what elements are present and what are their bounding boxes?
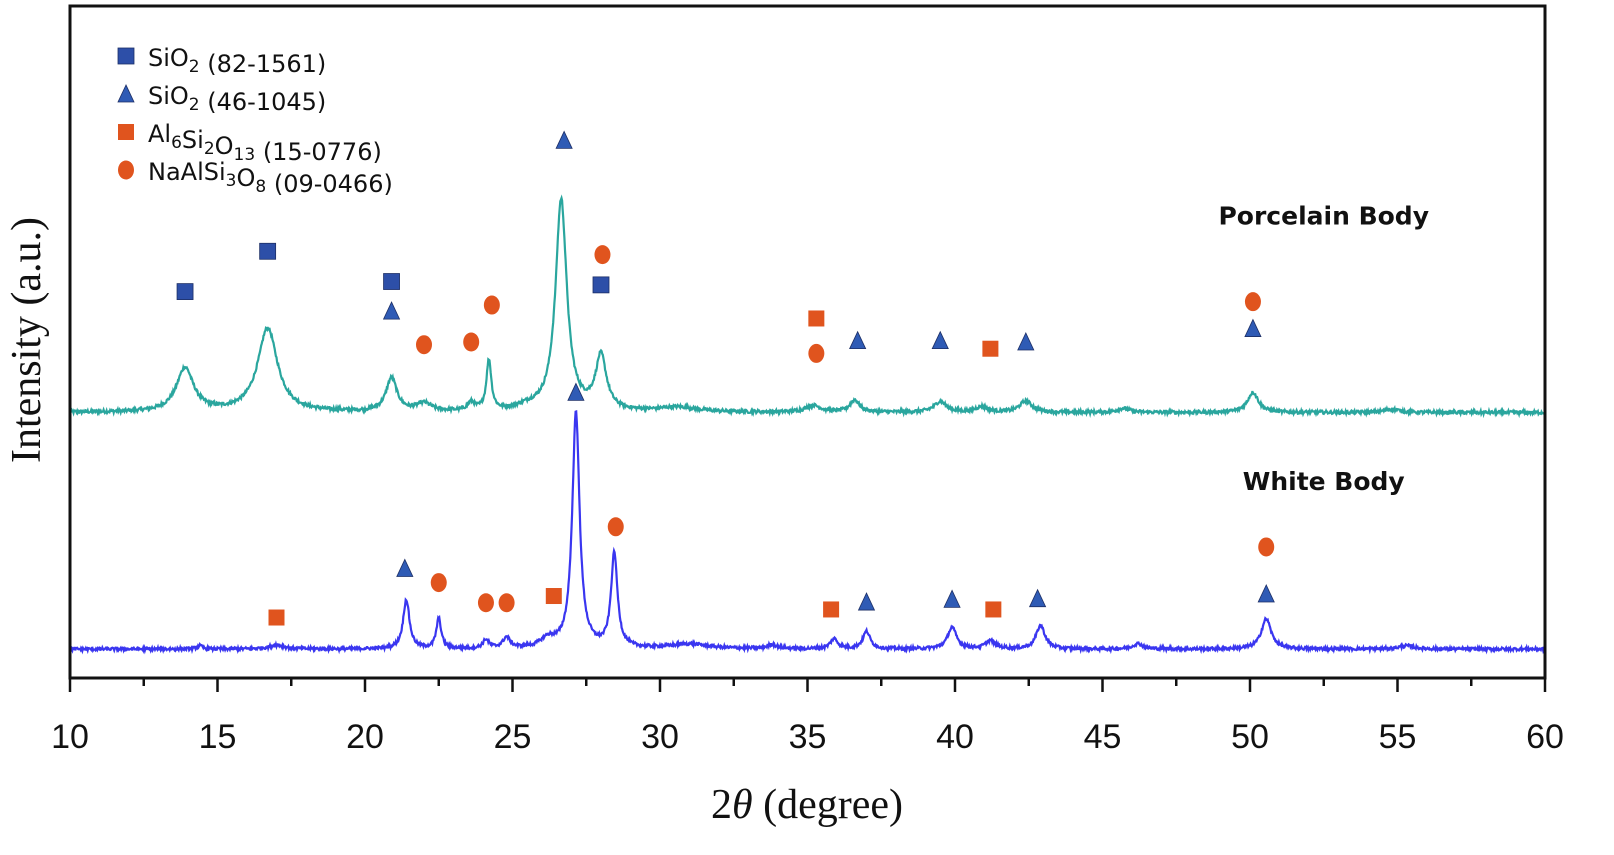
peak-marker-sio2_46 xyxy=(931,330,949,350)
peak-marker-al6si2o13 xyxy=(808,310,825,327)
peak-marker-al6si2o13 xyxy=(982,340,999,357)
peak-marker-sio2_82 xyxy=(176,283,194,301)
peak-marker-sio2_46 xyxy=(382,301,401,320)
legend-entry-al6si2o13: Al6Si2O13 (15-0776) xyxy=(148,120,382,166)
peak-marker-naalsi3o8 xyxy=(430,573,447,593)
x-tick-label: 15 xyxy=(199,718,237,756)
peak-marker-sio2_82 xyxy=(592,276,610,294)
peak-marker-naalsi3o8 xyxy=(1258,537,1275,557)
legend-entry-sio2_46: SiO2 (46-1045) xyxy=(148,82,326,116)
peak-marker-sio2_46 xyxy=(555,130,573,149)
peak-marker-sio2_46 xyxy=(943,589,961,608)
peak-marker-naalsi3o8 xyxy=(808,343,825,363)
x-tick-label: 10 xyxy=(51,718,89,756)
legend-entry-sio2_82: SiO2 (82-1561) xyxy=(148,44,326,78)
legend-marker-al6si2o13 xyxy=(118,124,134,140)
peak-marker-sio2_46 xyxy=(1017,332,1035,351)
legend: SiO2 (82-1561) SiO2 (46-1045) Al6Si2O13 (1… xyxy=(117,44,393,198)
peak-marker-naalsi3o8 xyxy=(463,332,480,352)
axes: 10 15 20 25 30 35 40 45 50 55 60 xyxy=(51,4,1564,756)
peak-marker-sio2_46 xyxy=(567,382,585,401)
x-tick-label: 55 xyxy=(1379,718,1417,756)
series-line-white-body xyxy=(69,410,1547,655)
peak-marker-al6si2o13 xyxy=(545,588,562,605)
peak-marker-sio2_82 xyxy=(383,273,400,290)
x-tick-label: 45 xyxy=(1084,718,1122,756)
legend-marker-sio2_82 xyxy=(117,47,135,65)
x-tick-label: 30 xyxy=(641,718,679,756)
peak-marker-sio2_46 xyxy=(857,592,876,611)
x-tick-label: 60 xyxy=(1526,718,1564,756)
peak-marker-al6si2o13 xyxy=(823,601,840,618)
peak-marker-sio2_46 xyxy=(1244,318,1262,337)
series-label-layer: Porcelain Body White Body xyxy=(1218,201,1429,495)
legend-entry-naalsi3o8: NaAlSi3O8 (09-0466) xyxy=(148,158,393,198)
series-label: White Body xyxy=(1243,467,1405,496)
legend-marker-sio2_46 xyxy=(117,84,135,103)
peak-marker-sio2_46 xyxy=(849,330,867,350)
peak-marker-sio2_46 xyxy=(396,558,414,577)
series-layer xyxy=(69,194,1547,655)
x-tick-label: 50 xyxy=(1231,718,1269,756)
legend-marker-naalsi3o8 xyxy=(118,160,134,180)
marker-layer xyxy=(176,130,1275,626)
series-line-porcelain-body xyxy=(69,194,1546,419)
peak-marker-naalsi3o8 xyxy=(483,295,500,315)
x-axis-title: 2θ (degree) xyxy=(711,782,903,828)
x-tick-label: 40 xyxy=(936,718,974,756)
series-label: Porcelain Body xyxy=(1218,201,1429,230)
peak-marker-naalsi3o8 xyxy=(498,593,515,613)
peak-marker-naalsi3o8 xyxy=(594,245,611,265)
peak-marker-al6si2o13 xyxy=(985,601,1002,618)
peak-marker-naalsi3o8 xyxy=(477,593,494,613)
x-tick-label: 35 xyxy=(789,718,827,756)
peak-marker-al6si2o13 xyxy=(268,609,285,626)
x-tick-label: 20 xyxy=(346,718,384,756)
peak-marker-naalsi3o8 xyxy=(416,335,432,355)
peak-marker-naalsi3o8 xyxy=(1244,292,1261,312)
peak-marker-naalsi3o8 xyxy=(607,517,624,537)
x-tick-label: 25 xyxy=(494,718,532,756)
y-axis-title: Intensity (a.u.) xyxy=(4,217,50,463)
peak-marker-sio2_46 xyxy=(1028,588,1047,608)
peak-marker-sio2_46 xyxy=(1257,584,1275,603)
peak-marker-sio2_82 xyxy=(259,242,277,260)
